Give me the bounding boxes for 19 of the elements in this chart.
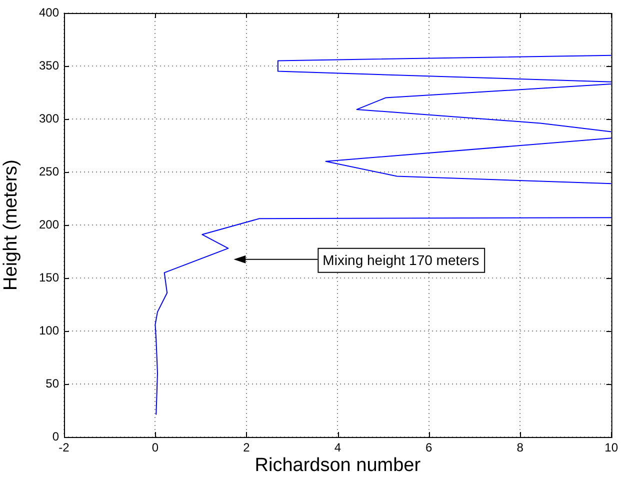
y-tick-label: 300: [38, 111, 60, 126]
annotation: Mixing height 170 meters: [322, 252, 480, 268]
x-tick-label: 2: [243, 440, 250, 455]
y-tick-label: 150: [38, 270, 60, 284]
x-tick-label: 6: [426, 440, 433, 455]
x-tick-label: 4: [334, 440, 342, 455]
y-axis-title: Height (meters): [0, 160, 22, 290]
y-tick-label: 50: [46, 376, 60, 390]
x-axis-title: Richardson number: [254, 454, 422, 476]
y-tick-label: 250: [38, 164, 60, 178]
y-tick-label: 100: [38, 323, 60, 338]
x-tick-label: 0: [152, 440, 159, 455]
x-tick-label: 8: [516, 440, 524, 455]
y-tick-label: 0: [52, 429, 60, 444]
y-tick-label: 200: [38, 217, 60, 232]
y-tick-label: 350: [38, 58, 60, 72]
x-tick-label: 10: [604, 440, 618, 455]
x-tick-label: -2: [58, 440, 70, 455]
y-tick-label: 400: [38, 5, 60, 20]
